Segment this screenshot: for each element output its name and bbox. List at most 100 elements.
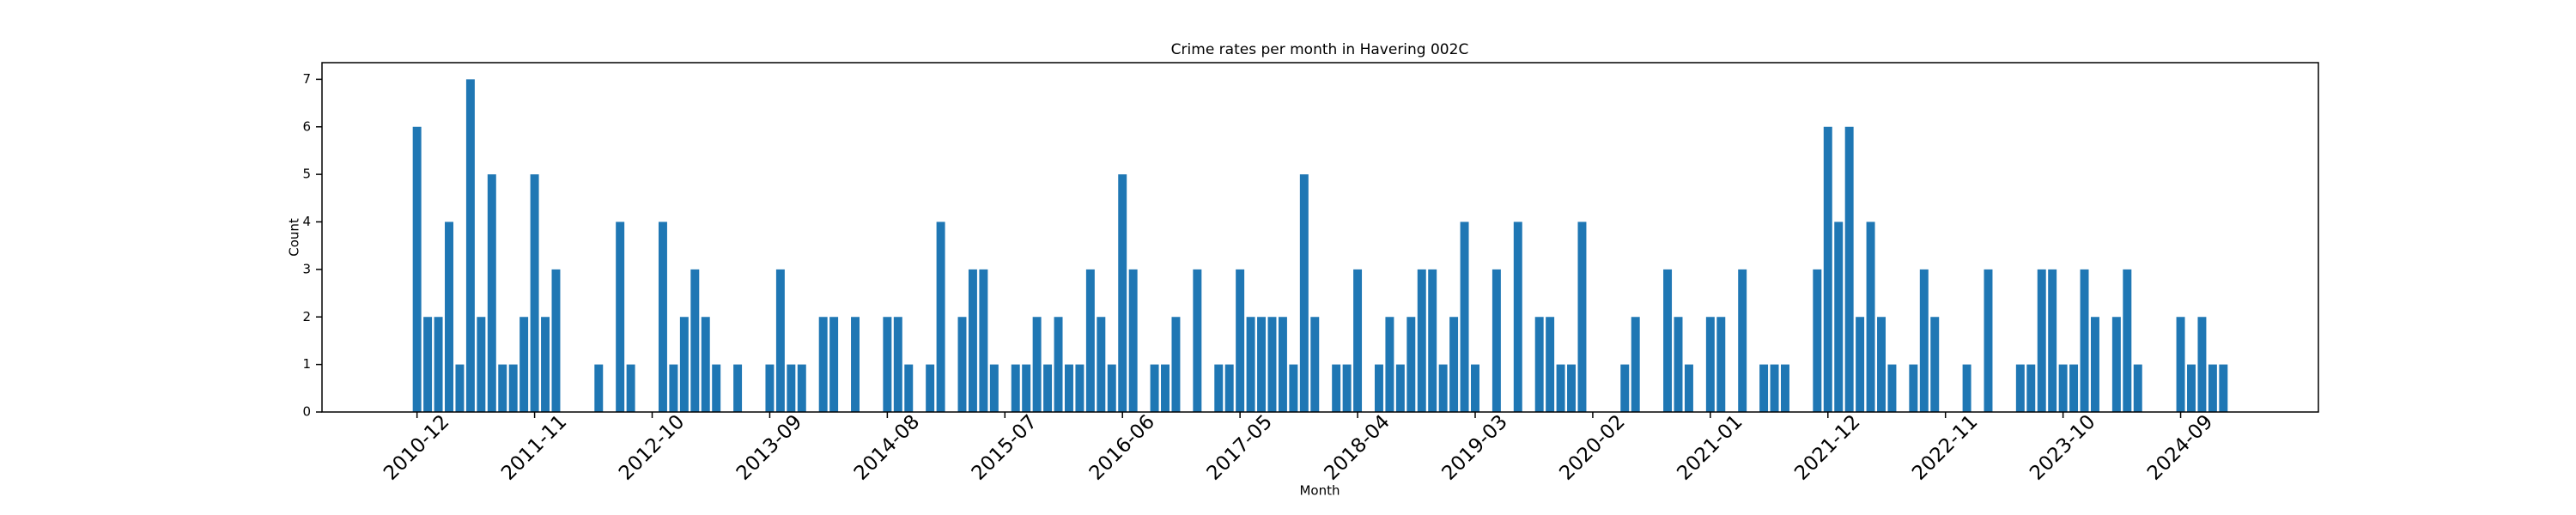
bar [498, 364, 507, 412]
bar [1631, 317, 1640, 412]
bar [1962, 364, 1971, 412]
bar [926, 364, 935, 412]
bar [1150, 364, 1159, 412]
bar [1492, 269, 1501, 412]
bar [1577, 221, 1587, 412]
bar [455, 364, 465, 412]
bar [1919, 269, 1929, 412]
y-tick-label: 5 [302, 167, 311, 182]
bar [1267, 317, 1277, 412]
bar [690, 269, 700, 412]
bar [787, 364, 796, 412]
bar [2111, 317, 2121, 412]
bar [1674, 317, 1683, 412]
bar [1823, 126, 1832, 412]
bar [775, 269, 785, 412]
bar [2187, 364, 2196, 412]
bar [1844, 126, 1854, 412]
bar [979, 269, 988, 412]
bar [1278, 317, 1287, 412]
bar [1342, 364, 1352, 412]
bar [1567, 364, 1577, 412]
bar [2219, 364, 2228, 412]
y-tick-label: 2 [302, 309, 311, 324]
bar [1887, 364, 1897, 412]
bar [1075, 364, 1084, 412]
bar [616, 221, 625, 412]
bar [1620, 364, 1630, 412]
bar [1054, 317, 1063, 412]
bar [1471, 364, 1479, 412]
bar [1299, 174, 1309, 412]
bar [1406, 317, 1416, 412]
bar [477, 317, 486, 412]
bar [2176, 317, 2185, 412]
bar [1909, 364, 1918, 412]
x-axis-label: Month [1299, 483, 1340, 499]
bar [1022, 364, 1031, 412]
bar [1064, 364, 1073, 412]
bar [2090, 317, 2099, 412]
bar [1193, 269, 1202, 412]
bar [1534, 317, 1544, 412]
bar [1759, 364, 1769, 412]
bar [1546, 317, 1555, 412]
bar [1834, 221, 1844, 412]
bar [1032, 317, 1042, 412]
bar [1332, 364, 1341, 412]
bar [1107, 364, 1116, 412]
bar [2208, 364, 2217, 412]
bar [957, 317, 967, 412]
bar [1513, 221, 1522, 412]
bar [1684, 364, 1693, 412]
bar [1385, 317, 1394, 412]
bar [1171, 317, 1181, 412]
bar [1043, 364, 1053, 412]
bar [797, 364, 806, 412]
bar [989, 364, 999, 412]
bar [883, 317, 892, 412]
bar [1705, 317, 1715, 412]
bar [936, 221, 945, 412]
bar [1930, 317, 1940, 412]
bar [968, 269, 977, 412]
bar [818, 317, 828, 412]
bar [1738, 269, 1747, 412]
bar [2015, 364, 2025, 412]
bar [1438, 364, 1448, 412]
y-tick-label: 0 [302, 404, 311, 420]
bar [1224, 364, 1234, 412]
bar [594, 364, 604, 412]
bar [530, 174, 539, 412]
bar [465, 79, 475, 412]
bar [904, 364, 914, 412]
bar [1417, 269, 1426, 412]
bar [2069, 364, 2079, 412]
bar [541, 317, 550, 412]
bar [1246, 317, 1255, 412]
y-tick-label: 4 [302, 214, 311, 229]
bar [2080, 269, 2089, 412]
bar [434, 317, 443, 412]
bar [519, 317, 529, 412]
bar [1556, 364, 1565, 412]
y-tick-label: 7 [302, 71, 311, 87]
bar [1236, 269, 1245, 412]
bar [508, 364, 518, 412]
bar [487, 174, 496, 412]
bar [2026, 364, 2036, 412]
bar [765, 364, 775, 412]
bar [1877, 317, 1886, 412]
bar [1310, 317, 1320, 412]
bar [1856, 317, 1865, 412]
bar [423, 317, 433, 412]
bar [669, 364, 678, 412]
plot-frame [321, 62, 2319, 413]
y-tick-label: 1 [302, 356, 311, 372]
bar [2133, 364, 2142, 412]
bar [2058, 364, 2068, 412]
bar [551, 269, 561, 412]
bar [1813, 269, 1822, 412]
bar [701, 317, 710, 412]
